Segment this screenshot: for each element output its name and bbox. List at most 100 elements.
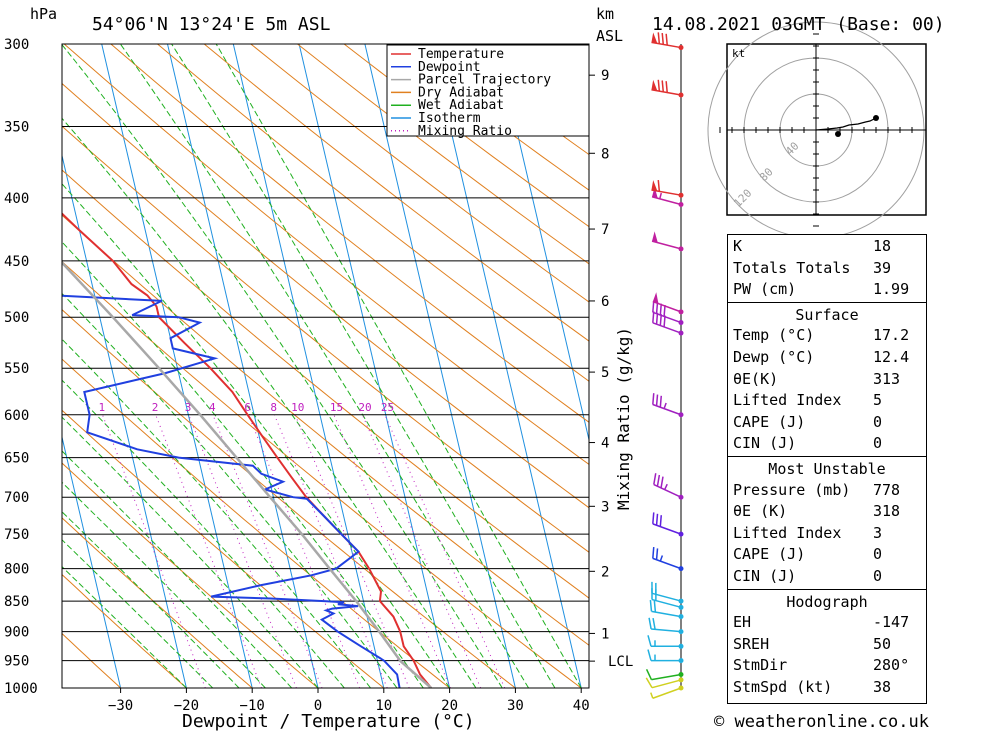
pressure-tick-label: 700 [4,490,29,506]
barb-flag [657,79,661,92]
dry-adiabat-line [62,125,589,553]
wind-barb [651,79,684,98]
barb-shaft [651,189,682,196]
wind-barb [648,617,684,635]
barb-station-dot [678,45,684,51]
barb-flag [645,669,653,680]
index-row-value: 39 [873,258,892,277]
legend-item-label: Temperature [418,47,504,62]
index-row: Totals Totals 39 [728,257,926,278]
barb-pennant [651,79,658,91]
dewpoint-series [62,294,401,688]
pressure-tick-label: 450 [4,254,29,270]
profile-lines [62,212,433,688]
barb-half-flag [650,692,654,699]
surface-row-key: Temp (°C) [733,326,815,345]
barb-flag [645,677,653,689]
wet-adiabat-line [62,241,424,688]
surface-row-key: Lifted Index [733,391,842,410]
index-row-key: PW (cm) [733,280,797,299]
barb-station-dot [678,412,684,418]
credit: © weatheronline.co.uk [714,712,929,732]
most-unstable-row-key: θE (K) [733,502,788,521]
legend-item-label: Dewpoint [418,60,481,75]
km-tick-label: 7 [601,222,609,238]
wet-adiabat-line [62,292,398,688]
surface-row: Lifted Index 5 [728,389,926,410]
storm-motion-dot [835,131,841,137]
hodograph-row-value: 50 [873,634,892,653]
barb-station-dot [678,614,684,620]
wet-adiabat-line [62,450,293,688]
most-unstable-row: Lifted Index 3 [728,522,926,543]
barb-station-dot [678,566,684,572]
barb-shaft [653,483,682,498]
mixing-ratio-line [102,414,206,688]
barb-flag [652,618,656,630]
index-row: PW (cm) 1.99 [728,278,926,299]
barb-station-dot [678,202,684,208]
barb-flag [655,513,659,526]
table-separator [728,588,926,590]
km-tick-label: 4 [601,436,609,452]
pressure-tick-label: 1000 [4,681,38,697]
hodograph-row: StmSpd (kt) 38 [728,676,926,697]
barb-flag [657,32,661,44]
barb-shaft [652,557,682,570]
most-unstable-row-value: 318 [873,502,901,521]
table-separator [728,456,926,457]
wind-barb [651,231,684,252]
km-tick-label: LCL [608,654,633,670]
wind-barb [652,512,684,537]
barb-flag [663,304,666,317]
barb-flag [665,33,668,46]
barb-flag [656,474,661,487]
pressure-tick-label: 850 [4,594,29,610]
pressure-tick-label: 800 [4,562,29,578]
x-tick-label: 0 [314,698,322,714]
mixing-ratio-tick-label: 2 [152,401,159,414]
km-tick-label: 3 [601,499,609,515]
barb-flag [652,512,655,524]
barb-shaft [651,41,682,49]
barb-pennant [652,231,658,243]
mixing-ratio-tick-label: 6 [244,401,251,414]
hodograph-row-key: StmDir [733,656,788,675]
axis-labels: 1 2 3 4 6 8 10 15 20 2530035040045050055060065070… [4,37,633,714]
surface-row: CAPE (J) 0 [728,411,926,432]
isotherm-line [430,44,582,688]
wet-adiabat-line [62,481,266,688]
barb-station-dot [678,604,684,610]
most-unstable-row-value: 0 [873,545,883,564]
most-unstable-row: Pressure (mb) 778 [728,479,926,500]
wind-barb [651,32,684,51]
most-unstable-row-key: CAPE (J) [733,545,806,564]
isotherm-line [364,44,516,688]
barb-shaft [652,403,682,416]
barb-station-dot [678,320,684,326]
hodograph-row-key: EH [733,613,752,632]
barb-pennant [651,32,658,44]
wind-barb [652,292,684,315]
dry-adiabat-line [62,462,319,688]
indices-panel: K 18 Totals Totals 39 PW (cm) 1.99 Surface Temp… [727,234,927,704]
barb-station-dot [678,598,684,604]
valid-time: 14.08.2021 03GMT (Base: 00) [652,14,945,35]
km-tick-label: 8 [601,146,609,162]
hodograph-unit-label: kt [732,47,745,60]
barb-flag [648,617,652,630]
surface-row-value: 5 [873,391,883,410]
barb-pennant [651,180,658,192]
wet-adiabat-line [62,539,214,688]
mixing-ratio-axis-title: Mixing Ratio (g/kg) [614,327,633,510]
hodograph-trace [815,117,877,131]
most-unstable-row: CAPE (J) 0 [728,543,926,564]
wind-barb [645,677,684,689]
barb-flag [657,179,661,192]
legend-item-label: Isotherm [418,111,481,126]
km-tick-label: 5 [601,365,609,381]
dry-adiabat-line [203,44,589,342]
mixing-ratio-line [212,414,323,688]
